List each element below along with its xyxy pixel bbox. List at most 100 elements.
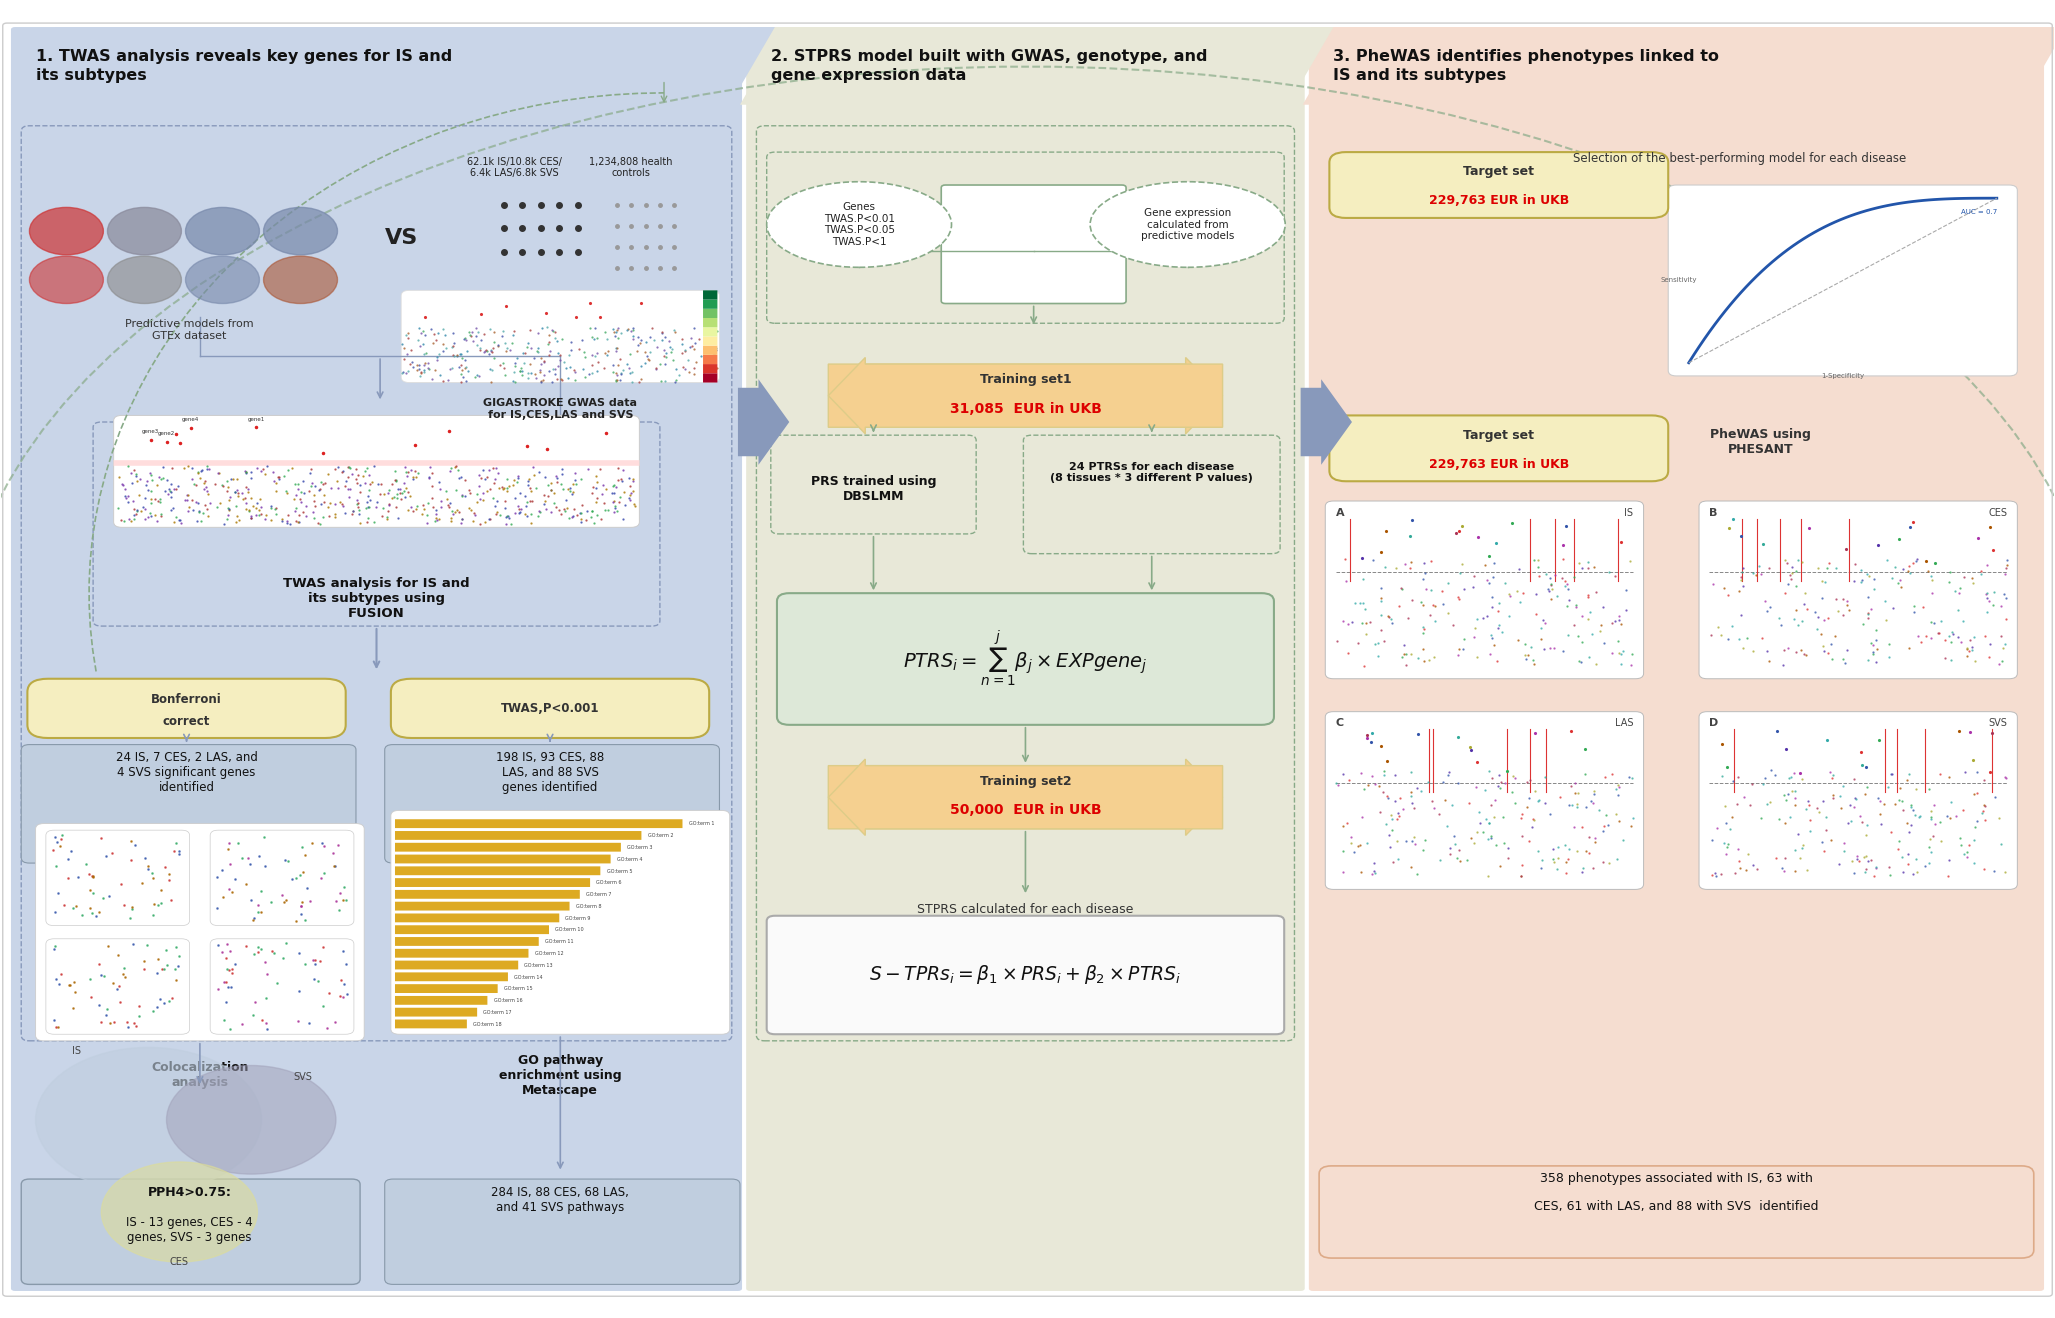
Text: Genes
TWAS.P<0.01
TWAS.P<0.05
TWAS.P<1: Genes TWAS.P<0.01 TWAS.P<0.05 TWAS.P<1	[824, 202, 894, 246]
FancyBboxPatch shape	[703, 336, 717, 345]
Text: 1-Specificity: 1-Specificity	[1821, 373, 1864, 380]
Text: GO:term 16: GO:term 16	[493, 998, 522, 1003]
Text: GO:term 12: GO:term 12	[534, 952, 563, 956]
Text: 50,000  EUR in UKB: 50,000 EUR in UKB	[949, 804, 1101, 817]
Text: 1. TWAS analysis reveals key genes for IS and
its subtypes: 1. TWAS analysis reveals key genes for I…	[35, 49, 452, 83]
Text: GO:term 17: GO:term 17	[483, 1010, 512, 1015]
Ellipse shape	[767, 182, 951, 268]
Text: Bonferroni: Bonferroni	[152, 693, 222, 706]
FancyBboxPatch shape	[10, 28, 742, 1290]
FancyBboxPatch shape	[941, 185, 1126, 303]
Text: GO pathway
enrichment using
Metascape: GO pathway enrichment using Metascape	[499, 1054, 621, 1097]
Text: 24 PTRSs for each disease
(8 tissues * 3 different P values): 24 PTRSs for each disease (8 tissues * 3…	[1050, 461, 1254, 484]
FancyArrow shape	[828, 357, 1223, 434]
FancyBboxPatch shape	[703, 327, 717, 336]
Text: 198 IS, 93 CES, 88
LAS, and 88 SVS
genes identified: 198 IS, 93 CES, 88 LAS, and 88 SVS genes…	[495, 751, 604, 795]
FancyBboxPatch shape	[703, 299, 717, 308]
FancyBboxPatch shape	[1309, 28, 2045, 1290]
Text: GO:term 8: GO:term 8	[575, 904, 602, 909]
Text: gene4: gene4	[183, 418, 199, 422]
Text: 31,085  EUR in UKB: 31,085 EUR in UKB	[949, 402, 1101, 416]
FancyArrow shape	[738, 380, 789, 465]
FancyBboxPatch shape	[703, 318, 717, 327]
Text: A: A	[1336, 507, 1344, 518]
FancyBboxPatch shape	[395, 878, 590, 887]
Text: PPH4>0.75:: PPH4>0.75:	[148, 1186, 232, 1198]
FancyBboxPatch shape	[395, 820, 682, 828]
FancyArrow shape	[828, 357, 1223, 434]
FancyBboxPatch shape	[45, 938, 189, 1035]
Circle shape	[29, 256, 103, 303]
Text: 3. PheWAS identifies phenotypes linked to
IS and its subtypes: 3. PheWAS identifies phenotypes linked t…	[1334, 49, 1720, 83]
Text: PRS trained using
DBSLMM: PRS trained using DBSLMM	[812, 474, 937, 502]
FancyBboxPatch shape	[1319, 1166, 2034, 1259]
FancyBboxPatch shape	[703, 290, 717, 299]
Text: CES: CES	[171, 1256, 189, 1267]
Text: GO:term 13: GO:term 13	[524, 963, 553, 967]
Circle shape	[29, 207, 103, 254]
Circle shape	[101, 1162, 257, 1263]
Text: Sensitivity: Sensitivity	[1660, 278, 1697, 283]
Text: Training set2: Training set2	[980, 775, 1071, 788]
FancyBboxPatch shape	[395, 832, 641, 840]
Text: GO:term 9: GO:term 9	[565, 916, 592, 921]
FancyBboxPatch shape	[395, 1008, 477, 1016]
Circle shape	[107, 207, 181, 254]
FancyBboxPatch shape	[210, 830, 353, 925]
FancyBboxPatch shape	[395, 902, 569, 911]
FancyBboxPatch shape	[21, 1180, 360, 1284]
FancyBboxPatch shape	[45, 830, 189, 925]
Polygon shape	[740, 28, 1334, 104]
Text: Gene expression
calculated from
predictive models: Gene expression calculated from predicti…	[1141, 208, 1235, 241]
Text: gene2: gene2	[158, 431, 175, 436]
FancyArrow shape	[1301, 380, 1352, 465]
Text: gene1: gene1	[249, 416, 265, 422]
Text: 229,763 EUR in UKB: 229,763 EUR in UKB	[1428, 194, 1568, 207]
FancyBboxPatch shape	[395, 913, 559, 923]
Text: GO:term 10: GO:term 10	[555, 928, 584, 932]
FancyBboxPatch shape	[395, 925, 549, 934]
FancyBboxPatch shape	[395, 949, 528, 958]
Ellipse shape	[1089, 182, 1284, 268]
FancyBboxPatch shape	[395, 996, 487, 1004]
Text: GO:term 5: GO:term 5	[606, 869, 633, 874]
Text: GO:term 11: GO:term 11	[545, 940, 573, 944]
FancyArrow shape	[828, 759, 1223, 836]
FancyBboxPatch shape	[395, 890, 580, 899]
Text: GO:term 14: GO:term 14	[514, 974, 543, 979]
FancyBboxPatch shape	[746, 28, 1305, 1290]
Text: SVS: SVS	[294, 1073, 312, 1082]
FancyBboxPatch shape	[1325, 501, 1644, 679]
FancyBboxPatch shape	[1669, 185, 2018, 376]
Circle shape	[35, 1048, 261, 1193]
FancyBboxPatch shape	[210, 938, 353, 1035]
Circle shape	[263, 256, 337, 303]
FancyBboxPatch shape	[1330, 152, 1669, 217]
Circle shape	[166, 1065, 335, 1174]
Circle shape	[263, 207, 337, 254]
Text: GIGASTROKE GWAS data
for IS,CES,LAS and SVS: GIGASTROKE GWAS data for IS,CES,LAS and …	[483, 398, 637, 420]
Text: 229,763 EUR in UKB: 229,763 EUR in UKB	[1428, 457, 1568, 471]
Text: GO:term 1: GO:term 1	[688, 821, 715, 826]
Text: gene3: gene3	[142, 430, 158, 434]
Text: D: D	[1710, 718, 1718, 729]
FancyBboxPatch shape	[703, 308, 717, 318]
FancyBboxPatch shape	[113, 415, 639, 527]
Text: SVS: SVS	[1987, 718, 2008, 729]
FancyBboxPatch shape	[703, 355, 717, 364]
Text: STPRS calculated for each disease: STPRS calculated for each disease	[917, 903, 1134, 916]
Text: IS - 13 genes, CES - 4
genes, SVS - 3 genes: IS - 13 genes, CES - 4 genes, SVS - 3 ge…	[125, 1217, 253, 1244]
Text: 1,234,808 health
controls: 1,234,808 health controls	[590, 157, 672, 178]
FancyBboxPatch shape	[703, 345, 717, 355]
Text: TWAS,P<0.001: TWAS,P<0.001	[501, 702, 600, 714]
Text: GO:term 6: GO:term 6	[596, 880, 623, 886]
FancyArrow shape	[828, 759, 1223, 836]
Text: VS: VS	[384, 228, 417, 248]
Circle shape	[185, 256, 259, 303]
FancyBboxPatch shape	[384, 1180, 740, 1284]
FancyBboxPatch shape	[703, 373, 717, 382]
Text: B: B	[1710, 507, 1718, 518]
Text: Target set: Target set	[1463, 428, 1535, 442]
FancyBboxPatch shape	[395, 866, 600, 875]
FancyBboxPatch shape	[703, 364, 717, 373]
